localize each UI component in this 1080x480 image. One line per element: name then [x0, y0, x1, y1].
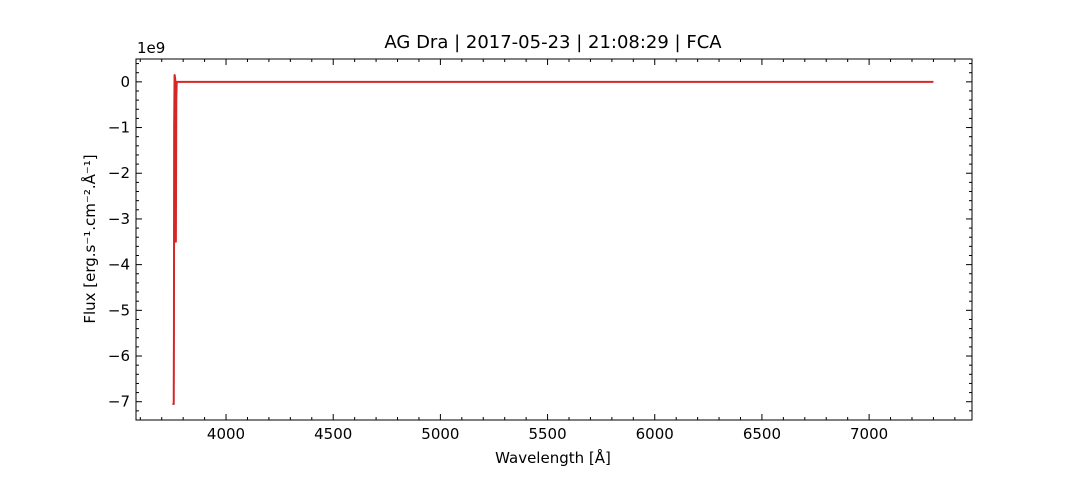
y-axis-label: Flux [erg.s⁻¹.cm⁻².Å⁻¹] [80, 154, 99, 323]
x-tick-label: 4000 [207, 425, 245, 443]
y-tick-label: −5 [108, 301, 130, 319]
x-tick-label: 7000 [850, 425, 888, 443]
x-tick-label: 5500 [528, 425, 566, 443]
y-offset-label: 1e9 [137, 39, 165, 57]
plot-frame [135, 58, 973, 421]
x-tick-label: 6500 [743, 425, 781, 443]
x-tick-label: 6000 [636, 425, 674, 443]
x-tick-label: 5000 [421, 425, 459, 443]
y-tick-label: −7 [108, 393, 130, 411]
y-tick-label: −2 [108, 164, 130, 182]
x-axis-label: Wavelength [Å] [495, 448, 611, 467]
series-line-0 [172, 73, 934, 406]
x-tick-label: 4500 [314, 425, 352, 443]
plot-area: 4000 4500 5000 5500 6000 6500 7000 0 −1 −2 −3 −4 −5 −… [108, 58, 973, 443]
y-tick-label: −6 [108, 347, 130, 365]
y-tick-label: −1 [108, 119, 130, 137]
y-tick-label: −4 [108, 256, 130, 274]
y-tick-label: −3 [108, 210, 130, 228]
y-tick-label: 0 [120, 73, 130, 91]
chart-title: AG Dra | 2017-05-23 | 21:08:29 | FCA [384, 32, 722, 53]
